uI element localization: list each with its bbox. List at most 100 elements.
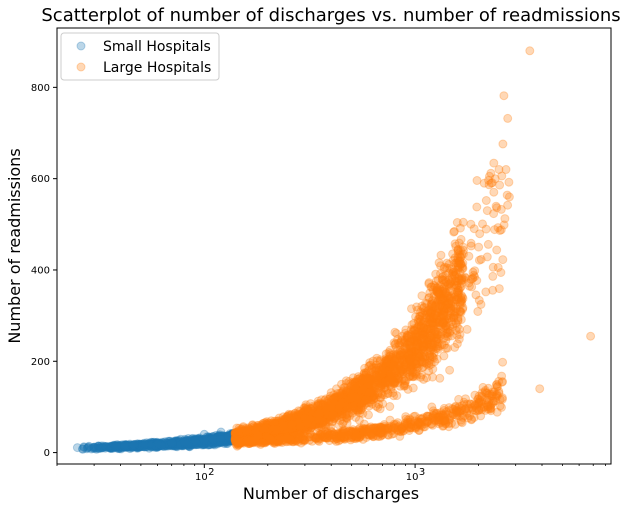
small-hospital-point (115, 442, 125, 452)
small-hospital-point (72, 443, 82, 453)
small-hospital-point (185, 435, 195, 445)
small-hospital-point (216, 435, 226, 445)
small-hospital-point (151, 438, 161, 448)
small-hospital-point (202, 438, 212, 448)
small-hospital-point (171, 441, 181, 451)
small-hospital-point (156, 439, 166, 449)
small-hospital-point (187, 439, 197, 449)
large-hospital-point (432, 354, 442, 364)
y-tick-label: 800 (31, 83, 50, 94)
small-hospital-point (222, 431, 232, 441)
small-hospital-point (107, 443, 117, 453)
small-hospital-point (121, 440, 131, 450)
large-hospital-point (295, 421, 305, 431)
small-hospital-point (196, 435, 206, 445)
large-hospital-point (314, 409, 324, 419)
large-hospital-point (492, 245, 502, 255)
small-hospital-point (172, 439, 182, 449)
small-hospital-point (114, 442, 124, 452)
small-hospital-point (204, 435, 214, 445)
small-hospital-point (186, 438, 196, 448)
small-hospital-point (207, 439, 217, 449)
small-hospital-point (147, 438, 157, 448)
small-hospital-point (223, 439, 232, 449)
small-hospital-point (159, 441, 169, 451)
large-hospital-point (388, 364, 398, 374)
large-hospital-point (453, 265, 463, 275)
small-hospital-point (190, 436, 200, 446)
small-hospital-point (195, 438, 205, 447)
small-hospital-point (146, 442, 156, 452)
small-hospital-point (140, 439, 149, 449)
small-hospital-point (229, 433, 239, 443)
small-hospital-point (150, 441, 160, 451)
large-hospital-point (363, 379, 373, 389)
large-hospital-point (378, 365, 387, 375)
small-hospital-point (228, 433, 238, 443)
small-hospital-point (217, 433, 227, 443)
small-hospital-point (189, 438, 199, 448)
large-hospital-point (407, 304, 416, 314)
small-hospital-point (195, 437, 205, 447)
small-hospital-point (194, 436, 204, 446)
small-hospital-point (129, 441, 139, 451)
large-hospital-point (326, 402, 336, 412)
small-hospital-point (226, 436, 236, 446)
small-hospital-point (147, 437, 156, 447)
small-hospital-point (182, 439, 192, 449)
large-hospital-point (349, 381, 359, 391)
small-hospital-point (188, 438, 198, 448)
large-hospital-point (451, 318, 461, 328)
small-hospital-point (219, 433, 229, 443)
small-hospital-point (107, 443, 117, 453)
small-hospital-point (184, 439, 194, 449)
chart-title: Scatterplot of number of discharges vs. … (41, 5, 620, 26)
small-hospital-point (164, 440, 174, 450)
small-hospital-point (181, 436, 191, 446)
large-hospital-point (464, 251, 474, 261)
small-hospital-point (173, 439, 183, 449)
small-hospital-point (203, 440, 213, 450)
small-hospital-point (214, 437, 224, 447)
small-hospital-point (210, 438, 220, 448)
large-hospital-point (475, 229, 485, 239)
small-hospital-point (111, 441, 121, 451)
small-hospital-point (166, 440, 176, 450)
small-hospital-point (185, 437, 195, 447)
small-hospital-point (209, 435, 219, 445)
small-hospital-point (178, 440, 188, 450)
small-hospital-point (89, 442, 99, 452)
small-hospital-point (167, 440, 177, 450)
small-hospital-point (153, 439, 163, 449)
small-hospital-point (211, 435, 221, 445)
small-hospital-point (127, 440, 136, 450)
small-hospital-point (120, 441, 130, 451)
large-hospital-point (419, 315, 429, 325)
large-hospital-point (455, 298, 465, 307)
large-hospital-point (411, 312, 421, 322)
small-hospital-point (199, 436, 209, 446)
large-hospital-point (244, 436, 254, 446)
small-hospital-point (111, 443, 121, 453)
small-hospital-point (92, 444, 101, 454)
small-hospital-point (213, 434, 223, 444)
small-hospital-point (189, 439, 199, 449)
small-hospital-point (193, 434, 203, 444)
small-hospital-point (153, 439, 163, 449)
small-hospital-point (164, 438, 174, 448)
small-hospital-point (127, 441, 136, 451)
small-hospital-point (133, 441, 143, 451)
small-hospital-point (202, 438, 211, 447)
small-hospital-point (183, 438, 193, 448)
small-hospital-point (183, 439, 193, 449)
small-hospital-point (226, 431, 236, 441)
small-hospital-point (152, 437, 162, 447)
large-hospital-point (294, 434, 304, 444)
small-hospital-point (166, 439, 176, 449)
small-hospital-point (179, 438, 189, 448)
small-hospital-point (202, 434, 212, 444)
small-hospital-point (112, 442, 122, 452)
small-hospital-point (200, 436, 210, 445)
small-hospital-point (172, 436, 181, 446)
small-hospital-point (179, 438, 189, 448)
